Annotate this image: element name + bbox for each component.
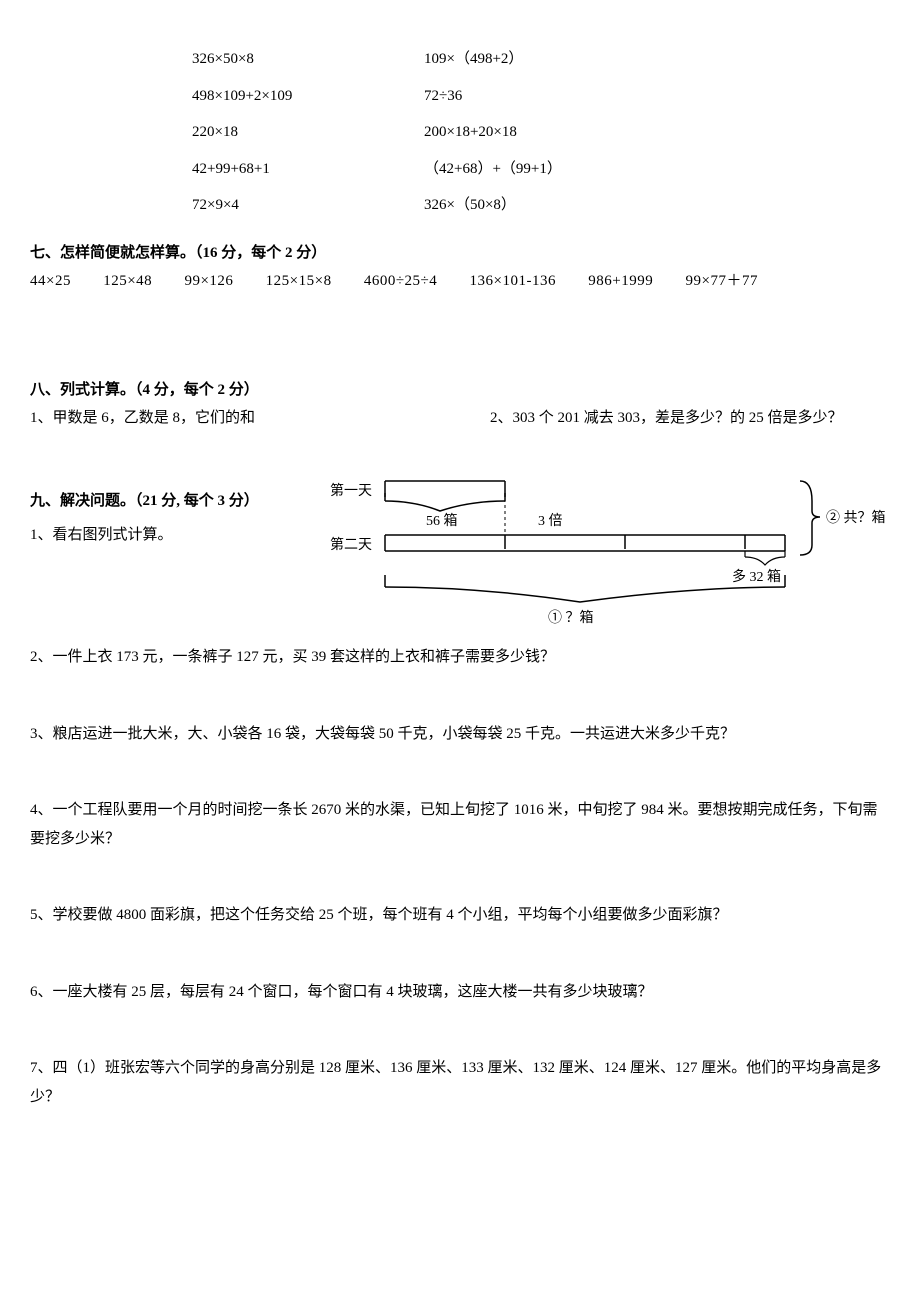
expr-l: 220×18 [192,115,422,150]
diagram-56: 56 箱 [426,513,458,529]
bar-diagram: 第一天 56 箱 3 倍 第二天 [330,467,890,648]
circle-2-icon: ② [826,510,840,526]
s7-item: 136×101-136 [470,267,556,296]
s9-q5: 5、学校要做 4800 面彩旗，把这个任务交给 25 个班，每个班有 4 个小组… [30,901,890,930]
s8-q1: 1、甲数是 6，乙数是 8，它们的和 [30,404,490,433]
diagram-day1-label: 第一天 [330,482,372,499]
s7-item: 99×126 [184,267,233,296]
section-8-title: 八、列式计算。（4 分，每个 2 分） [30,376,890,405]
expr-l: 42+99+68+1 [192,152,422,187]
s7-item: 125×48 [103,267,152,296]
s9-q6: 6、一座大楼有 25 层，每层有 24 个窗口，每个窗口有 4 块玻璃，这座大楼… [30,978,890,1007]
expr-l: 72×9×4 [192,188,422,223]
section-9-title: 九、解决问题。（21 分, 每个 3 分） [30,487,330,516]
expr-r: 109×（498+2） [424,42,562,77]
circle-1-icon: ① [548,610,562,626]
s7-item: 4600÷25÷4 [364,267,437,296]
expression-pairs-table: 326×50×8109×（498+2） 498×109+2×10972÷36 2… [190,40,564,225]
expr-r: 200×18+20×18 [424,115,562,150]
svg-text:① ？箱: ① ？箱 [548,610,594,626]
s7-item: 986+1999 [588,267,653,296]
s9-q1: 1、看右图列式计算。 [30,521,330,550]
diagram-mult: 3 倍 [538,513,563,529]
svg-text:② 共？箱: ② 共？箱 [826,510,886,526]
expr-r: 72÷36 [424,79,562,114]
s7-item: 44×25 [30,267,71,296]
diagram-total-q: 共？箱 [844,510,886,526]
section-7-title: 七、怎样简便就怎样算。（16 分，每个 2 分） [30,239,890,268]
s9-q4: 4、一个工程队要用一个月的时间挖一条长 2670 米的水渠，已知上旬挖了 101… [30,796,890,853]
s7-item: 125×15×8 [266,267,332,296]
s8-q2: 2、303 个 201 减去 303，差是多少？的 25 倍是多少？ [490,404,843,433]
section-8-row: 1、甲数是 6，乙数是 8，它们的和 2、303 个 201 减去 303，差是… [30,404,890,433]
diagram-extra: 多 32 箱 [732,568,781,585]
diagram-day2-label: 第二天 [330,536,372,553]
s9-q7: 7、四（1）班张宏等六个同学的身高分别是 128 厘米、136 厘米、133 厘… [30,1054,890,1111]
s9-q3: 3、粮店运进一批大米，大、小袋各 16 袋，大袋每袋 50 千克，小袋每袋 25… [30,720,890,749]
section-7-items: 44×25 125×48 99×126 125×15×8 4600÷25÷4 1… [30,267,890,296]
diagram-bottom-q: ？箱 [566,610,594,626]
expr-l: 326×50×8 [192,42,422,77]
s7-item: 99×77＋77 [685,267,757,296]
expr-l: 498×109+2×109 [192,79,422,114]
expr-r: 326×（50×8） [424,188,562,223]
expr-r: （42+68）+（99+1） [424,152,562,187]
s9-q2: 2、一件上衣 173 元，一条裤子 127 元，买 39 套这样的上衣和裤子需要… [30,643,890,672]
